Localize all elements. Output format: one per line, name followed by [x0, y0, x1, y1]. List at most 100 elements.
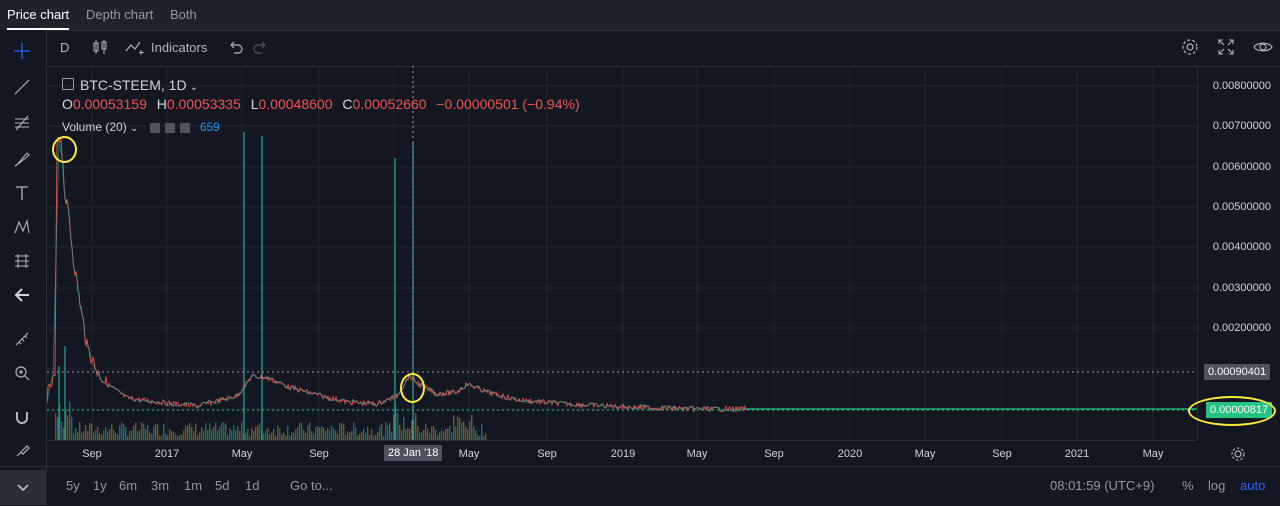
volume-bar	[413, 419, 415, 440]
volume-eye-icon[interactable]	[149, 122, 160, 133]
crosshair-price-label: 0.00090401	[1204, 364, 1271, 380]
time-tick: 2020	[837, 448, 863, 460]
range-5d[interactable]: 5d	[215, 478, 230, 493]
volume-bar	[293, 432, 295, 440]
volume-bar	[395, 405, 397, 440]
volume-bar	[351, 431, 353, 440]
volume-settings-icon[interactable]	[165, 122, 176, 133]
volume-legend[interactable]: Volume (20) ⌄ 659	[62, 120, 220, 134]
volume-bar	[135, 422, 137, 440]
volume-bar	[237, 425, 239, 440]
chevron-down-icon[interactable]: ⌄	[130, 123, 139, 134]
back-arrow-icon[interactable]	[11, 284, 33, 306]
volume-bar	[225, 424, 227, 440]
zoom-icon[interactable]	[11, 362, 33, 384]
volume-bar	[463, 421, 465, 440]
volume-bar	[231, 430, 233, 440]
volume-bar	[479, 435, 481, 440]
measure-icon[interactable]	[11, 250, 33, 272]
range-3m[interactable]: 3m	[151, 478, 170, 493]
time-tick: 2017	[154, 448, 180, 460]
candles-icon[interactable]	[91, 38, 109, 56]
fullscreen-icon[interactable]	[1217, 38, 1235, 56]
fib-icon[interactable]	[11, 112, 33, 134]
tab-depth-chart[interactable]: Depth chart	[86, 7, 154, 22]
volume-bar	[83, 431, 85, 440]
pattern-icon[interactable]	[11, 216, 33, 238]
time-tick: May	[914, 448, 936, 460]
volume-bar	[239, 430, 241, 440]
chevron-down-icon[interactable]: ⌄	[189, 82, 198, 93]
volume-bar	[179, 434, 181, 440]
volume-bar	[185, 425, 187, 440]
volume-bar	[229, 428, 231, 440]
indicators-button[interactable]: Indicators	[151, 40, 208, 55]
tab-price-chart[interactable]: Price chart	[7, 7, 70, 30]
range-5y[interactable]: 5y	[66, 478, 80, 493]
volume-bar	[91, 423, 93, 440]
legend-collapse-icon[interactable]	[62, 78, 74, 90]
clock[interactable]: 08:01:59 (UTC+9)	[1050, 478, 1155, 493]
volume-bar	[417, 425, 419, 440]
range-1m[interactable]: 1m	[184, 478, 203, 493]
settings-icon[interactable]	[1181, 38, 1199, 56]
volume-bar	[335, 430, 337, 440]
volume-bar	[171, 431, 173, 440]
bottom-toolbar: 5y 1y 6m 3m 1m 5d 1d Go to... 08:01:59 (…	[0, 466, 1280, 506]
time-axis[interactable]: Sep 2017 May Sep May Sep 2019 May Sep 20…	[47, 440, 1197, 467]
indicators-icon[interactable]	[125, 39, 145, 55]
price-axis[interactable]: 0.00800000 0.00700000 0.00600000 0.00500…	[1197, 66, 1280, 440]
volume-bar	[67, 415, 69, 440]
volume-bar	[405, 429, 407, 440]
volume-close-icon[interactable]	[180, 122, 191, 133]
brush-icon[interactable]	[11, 148, 33, 170]
volume-bar	[437, 435, 439, 440]
redo-icon[interactable]	[253, 39, 269, 55]
volume-bar	[377, 431, 379, 440]
auto-toggle[interactable]: auto	[1240, 478, 1266, 493]
crosshair-icon[interactable]	[11, 40, 33, 62]
volume-bar	[387, 425, 389, 440]
log-toggle[interactable]: log	[1208, 478, 1226, 493]
volume-bar	[251, 428, 253, 440]
volume-bar	[317, 426, 319, 440]
axis-settings-icon[interactable]	[1230, 446, 1246, 462]
percent-toggle[interactable]: %	[1182, 478, 1194, 493]
ruler-icon[interactable]	[11, 328, 33, 350]
range-1y[interactable]: 1y	[93, 478, 107, 493]
volume-bar	[441, 429, 443, 440]
high-value: 0.00053335	[166, 96, 241, 112]
volume-bar	[147, 424, 149, 440]
goto-button[interactable]: Go to...	[290, 478, 333, 493]
volume-bar	[209, 423, 211, 440]
eye-icon[interactable]	[1253, 39, 1273, 55]
volume-bar	[369, 434, 371, 440]
volume-bar	[477, 434, 479, 440]
volume-bar	[255, 426, 257, 440]
volume-bar	[367, 426, 369, 440]
trend-line-icon[interactable]	[11, 76, 33, 98]
change-value: −0.00000501 (−0.94%)	[436, 96, 580, 112]
volume-bar	[371, 429, 373, 440]
range-6m[interactable]: 6m	[119, 478, 138, 493]
undo-icon[interactable]	[227, 39, 243, 55]
volume-bar	[205, 423, 207, 440]
chart-tabs: Price chart Depth chart Both	[0, 0, 1280, 31]
interval-button[interactable]: D	[60, 40, 70, 55]
volume-bar	[443, 431, 445, 440]
volume-bar	[223, 422, 225, 440]
lock-icon[interactable]	[11, 440, 33, 462]
text-icon[interactable]	[11, 182, 33, 204]
volume-bar	[457, 416, 459, 440]
symbol-legend[interactable]: BTC-STEEM, 1D ⌄	[62, 77, 198, 93]
volume-bar	[445, 429, 447, 440]
volume-bar	[253, 430, 255, 440]
volume-bar	[291, 432, 293, 440]
range-1d[interactable]: 1d	[245, 478, 260, 493]
volume-bar	[199, 431, 201, 440]
magnet-icon[interactable]	[11, 406, 33, 428]
price-chart[interactable]	[47, 66, 1197, 440]
sidebar-collapse-button[interactable]	[0, 470, 46, 505]
volume-bar	[193, 430, 195, 440]
tab-both[interactable]: Both	[170, 7, 197, 22]
